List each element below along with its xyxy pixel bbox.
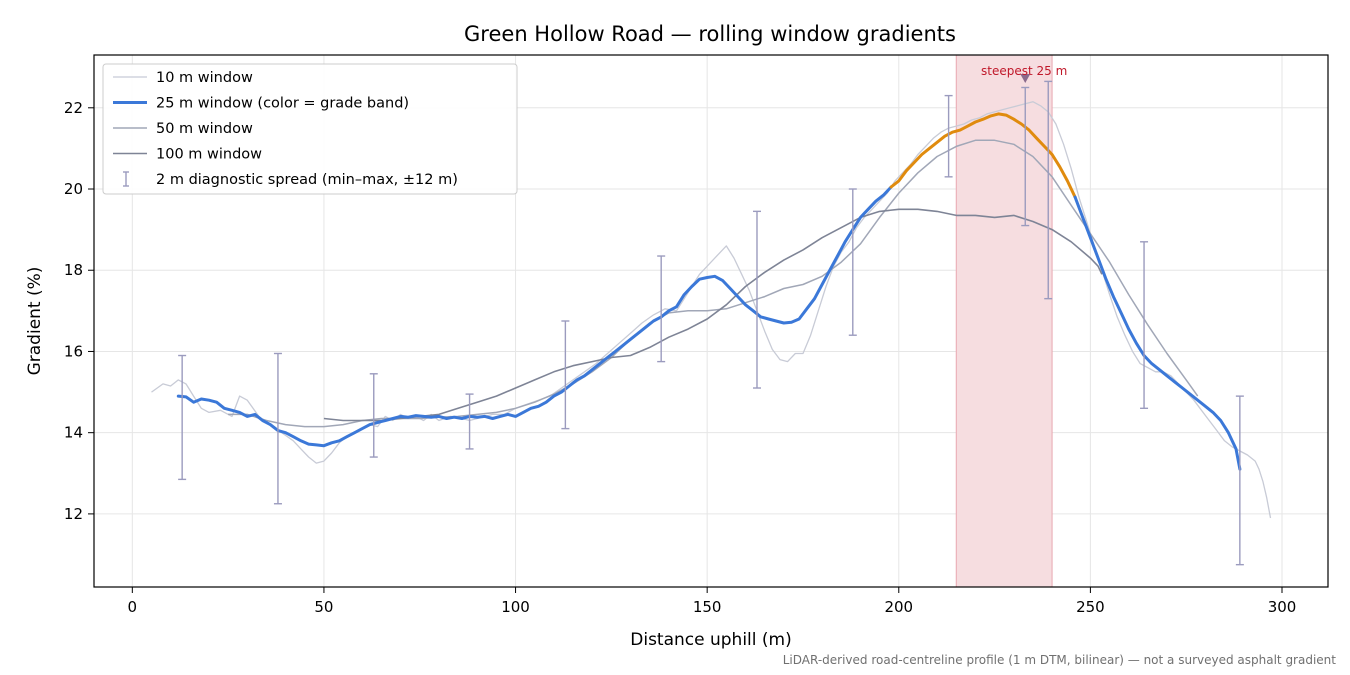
series-lines [151, 101, 1272, 519]
x-tick-label-3: 150 [693, 598, 722, 616]
x-tick-label-4: 200 [884, 598, 913, 616]
x-tick-label-2: 100 [501, 598, 530, 616]
steepest-band [955, 54, 1053, 588]
x-tick-label-0: 0 [128, 598, 138, 616]
steepest-label: steepest 25 m [981, 64, 1067, 78]
x-tick-label-5: 250 [1076, 598, 1105, 616]
legend-label-3: 100 m window [156, 147, 262, 163]
plot-frame [93, 54, 1329, 588]
steepest-marker [1020, 74, 1031, 83]
series-line-3 [323, 208, 1103, 422]
axis-ticks: 0 50 100 150 200 250 300 12 14 16 18 20 22 [64, 99, 1296, 616]
legend-box [102, 63, 518, 195]
legend-label-4: 2 m diagnostic spread (min–max, ±12 m) [156, 172, 458, 188]
steepest-highlight [955, 54, 1053, 588]
series-line-25m-steep-1 [889, 112, 1077, 199]
y-tick-label-4: 20 [64, 180, 83, 198]
diagnostic-errorbars: steepest 25 m [178, 64, 1244, 566]
y-tick-label-1: 14 [64, 424, 83, 442]
legend: 10 m window 25 m window (color = grade ba… [102, 63, 518, 195]
y-tick-label-5: 22 [64, 99, 83, 117]
x-tick-label-1: 50 [314, 598, 333, 616]
x-tick-label-6: 300 [1268, 598, 1297, 616]
x-axis-label: Distance uphill (m) [630, 630, 791, 650]
y-axis-label: Gradient (%) [25, 267, 45, 376]
chart-title: Green Hollow Road — rolling window gradi… [464, 22, 956, 46]
series-line-25m-normal-0 [176, 185, 893, 448]
legend-label-0: 10 m window [156, 70, 253, 86]
y-tick-label-3: 18 [64, 261, 83, 279]
legend-label-1: 25 m window (color = grade band) [156, 96, 409, 112]
series-line-25m-normal-2 [1073, 195, 1242, 471]
y-tick-label-0: 12 [64, 505, 83, 523]
footnote: LiDAR-derived road-centreline profile (1… [783, 653, 1337, 667]
legend-label-2: 50 m window [156, 121, 253, 137]
y-tick-label-2: 16 [64, 342, 83, 360]
